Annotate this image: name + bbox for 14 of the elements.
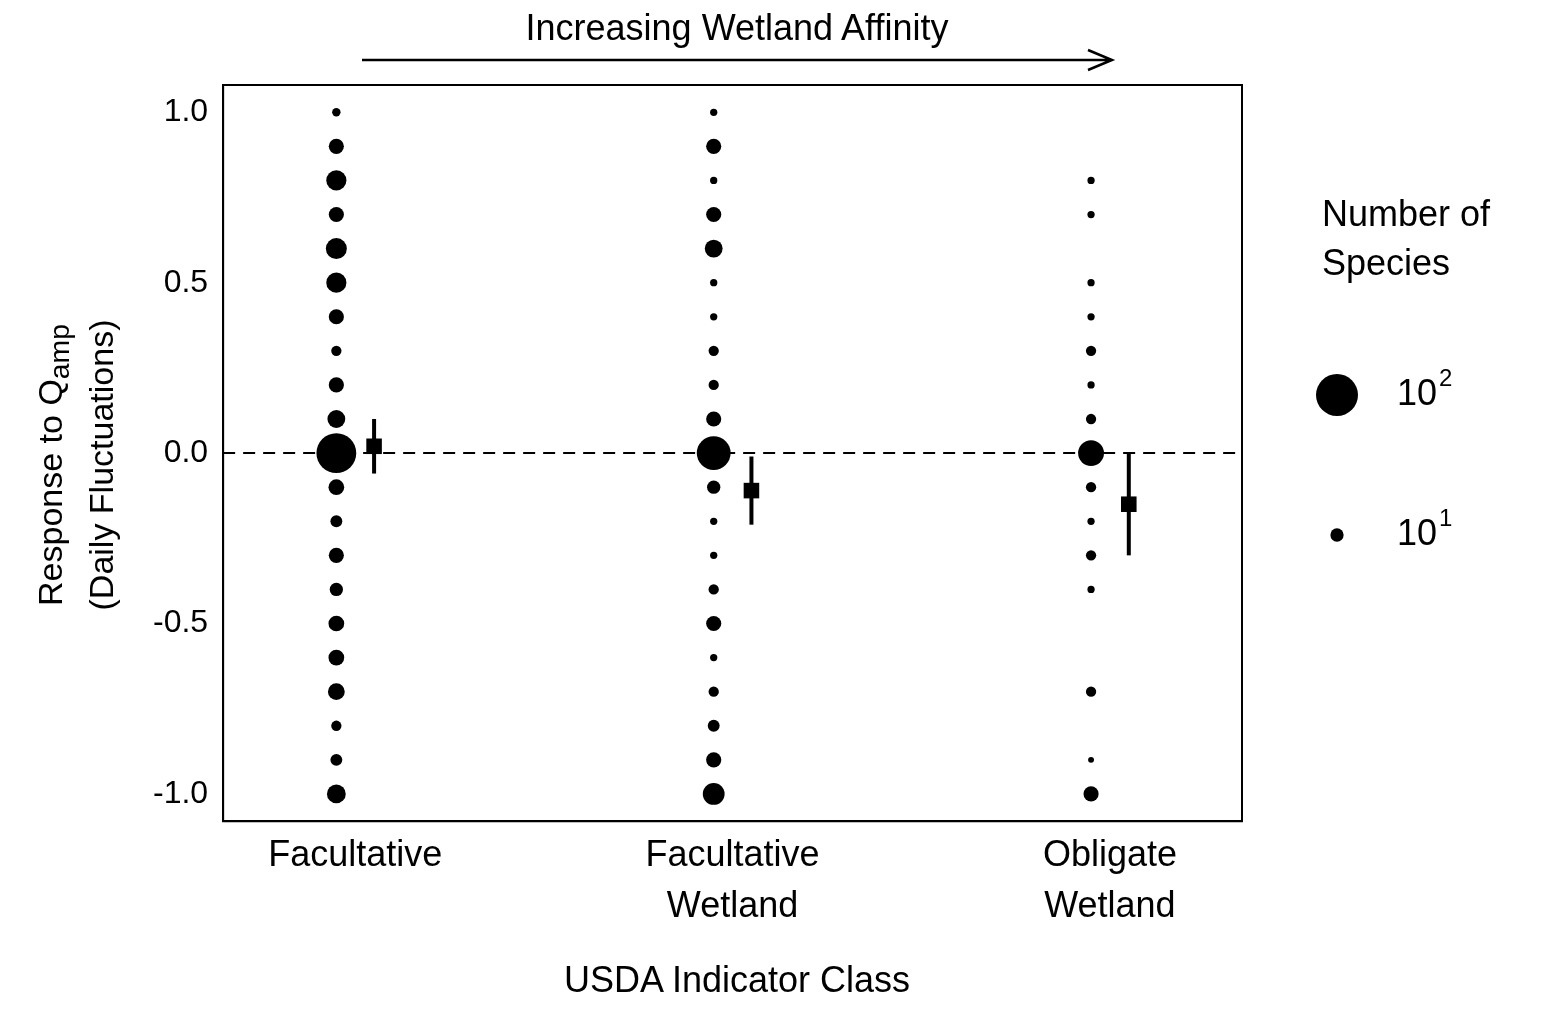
- legend-title: Number of Species: [1322, 192, 1492, 283]
- y-tick-label: -0.5: [153, 603, 209, 640]
- y-tick-label: 0.5: [163, 262, 209, 299]
- x-axis-title: USDA Indicator Class: [563, 959, 911, 1001]
- point: [366, 438, 382, 455]
- text: Increasing Wetland Affinity: [525, 6, 949, 48]
- point: [1121, 496, 1137, 512]
- y-tick-label: 0.0: [163, 432, 209, 469]
- x-tick-label: Facultative: [268, 833, 443, 875]
- y-tick-label: -1.0: [153, 773, 209, 810]
- x-tick-label: Obligate Wetland: [1042, 833, 1177, 925]
- y-tick-label: 1.0: [163, 92, 209, 129]
- x-tick-label: Facultative Wetland: [645, 833, 820, 925]
- point: [743, 482, 760, 499]
